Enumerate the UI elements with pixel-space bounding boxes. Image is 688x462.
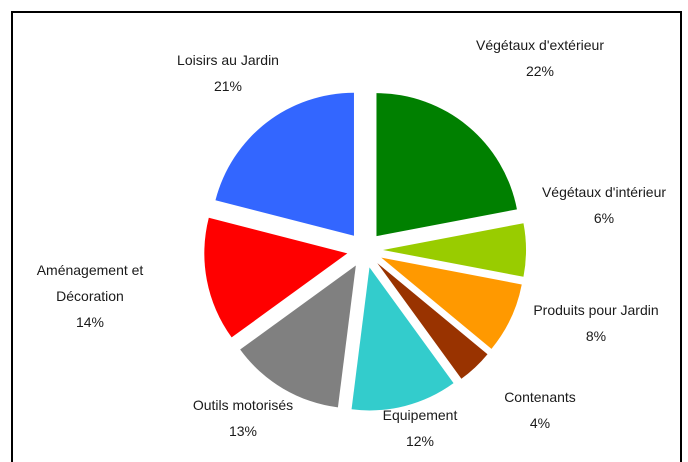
slice-percent-label: 4% xyxy=(530,415,550,431)
slice-label-produits-pour-jardin: Produits pour Jardin 8% xyxy=(533,302,658,344)
slice-label-contenants: Contenants 4% xyxy=(504,389,576,431)
slice-name-label: Végétaux d'intérieur xyxy=(542,184,666,200)
chart-frame xyxy=(11,11,682,462)
pie-slice-produits-pour-jardin xyxy=(381,257,522,349)
slice-percent-label: 12% xyxy=(406,433,434,449)
slice-name-label: Equipement xyxy=(383,407,458,423)
slice-name-label: Produits pour Jardin xyxy=(533,302,658,318)
pie-slices xyxy=(204,92,527,411)
pie-slice-contenants xyxy=(377,263,488,379)
slice-percent-label: 14% xyxy=(76,314,104,330)
slice-name-label: Végétaux d'extérieur xyxy=(476,37,604,53)
slice-percent-label: 22% xyxy=(526,63,554,79)
slice-label-equipement: Equipement 12% xyxy=(383,407,458,449)
pie-slice-amenagement-et-decoration xyxy=(204,217,348,338)
slice-label-loisirs-au-jardin: Loisirs au Jardin 21% xyxy=(177,52,279,94)
slice-name-label: Contenants xyxy=(504,389,576,405)
slice-percent-label: 8% xyxy=(586,328,606,344)
pie-slice-equipement xyxy=(351,267,454,411)
pie-slice-vegetaux-d-exterieur xyxy=(376,93,517,237)
pie-slice-loisirs-au-jardin xyxy=(215,92,354,236)
pie-slice-vegetaux-d-interieur xyxy=(383,223,527,277)
slice-percent-label: 6% xyxy=(594,210,614,226)
slice-percent-label: 13% xyxy=(229,423,257,439)
slice-name-label: Outils motorisés xyxy=(193,397,293,413)
pie-labels: Végétaux d'extérieur 22% Végétaux d'intéri… xyxy=(37,37,667,449)
pie-slice-outils-motorises xyxy=(240,265,356,408)
slice-label-outils-motorises: Outils motorisés 13% xyxy=(193,397,293,439)
slice-name-label: Aménagement et xyxy=(37,262,144,278)
slice-name-label: Décoration xyxy=(56,288,124,304)
slice-label-amenagement-et-decoration: Aménagement et Décoration 14% xyxy=(37,262,144,330)
slice-label-vegetaux-d-exterieur: Végétaux d'extérieur 22% xyxy=(476,37,604,79)
slice-label-vegetaux-d-interieur: Végétaux d'intérieur 6% xyxy=(542,184,666,226)
slice-percent-label: 21% xyxy=(214,78,242,94)
slice-name-label: Loisirs au Jardin xyxy=(177,52,279,68)
